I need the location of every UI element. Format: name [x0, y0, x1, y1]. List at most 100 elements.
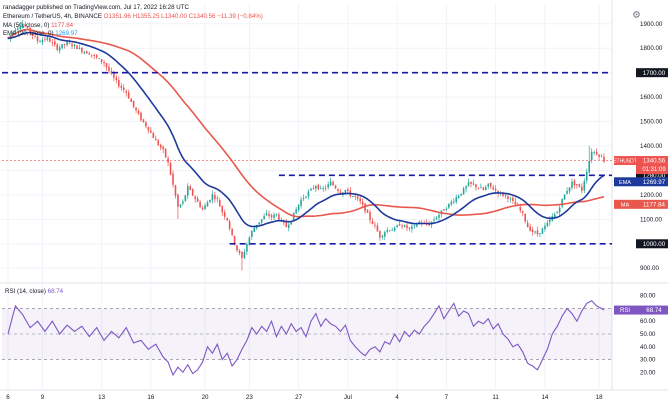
- candle-body: [253, 228, 256, 232]
- candle-body: [34, 36, 36, 38]
- candle-body: [524, 213, 526, 222]
- candle-body: [221, 206, 224, 213]
- candle-body: [371, 221, 374, 224]
- candle-body: [179, 204, 182, 207]
- candle-body: [411, 226, 413, 230]
- candle-body: [182, 201, 184, 204]
- candle-body: [374, 224, 376, 226]
- rsi-tick-label: 40.00: [640, 344, 656, 351]
- candle-body: [344, 189, 347, 193]
- candle-body: [172, 173, 174, 185]
- candle-body: [302, 198, 305, 199]
- candle-body: [41, 39, 44, 43]
- gear-icon[interactable]: [632, 10, 641, 19]
- candle-body: [561, 198, 563, 207]
- candle-body: [401, 225, 403, 227]
- candle-body: [413, 225, 416, 226]
- candle-body: [83, 51, 86, 54]
- candle-body: [14, 30, 17, 32]
- candle-body: [307, 191, 310, 197]
- candle-body: [462, 188, 465, 195]
- candle-body: [174, 185, 177, 196]
- indicator-tag-name-label: EMA: [619, 180, 631, 186]
- candle-body: [137, 110, 140, 114]
- candle-body: [595, 151, 598, 155]
- candle-body: [86, 51, 88, 54]
- candle-body: [322, 188, 325, 189]
- candle-body: [140, 112, 142, 121]
- time-tick-label: 6: [6, 394, 10, 401]
- candle-body: [209, 199, 211, 202]
- candle-body: [231, 228, 233, 235]
- candle-body: [521, 211, 524, 213]
- candle-body: [315, 185, 317, 189]
- candle-body: [563, 194, 566, 200]
- level-tag: [636, 68, 668, 78]
- candle-body: [337, 189, 339, 192]
- candle-body: [17, 28, 19, 30]
- candle-body: [39, 41, 41, 43]
- candle-body: [285, 222, 288, 228]
- candle-body: [452, 201, 455, 203]
- time-tick-label: 20: [202, 394, 209, 401]
- candle-body: [24, 24, 27, 27]
- candle-body: [66, 42, 68, 45]
- price-tag-value-label: 1340.56: [643, 158, 666, 165]
- candle-body: [36, 36, 39, 42]
- candle-body: [603, 156, 605, 162]
- rsi-legend-label: RSI (14, close) 68.74: [5, 288, 64, 295]
- rsi-tick-label: 20.00: [640, 369, 656, 376]
- candle-body: [519, 206, 522, 211]
- candle-body: [351, 196, 354, 197]
- price-tag-symbol-label: ETHUSDT: [613, 159, 637, 165]
- candle-body: [317, 184, 320, 190]
- candle-body: [177, 194, 179, 207]
- symbol-title: Ethereum / TetherUS, 4h, BINANCE: [3, 13, 102, 20]
- candle-body: [319, 188, 322, 190]
- candle-body: [268, 213, 270, 217]
- candle-body: [384, 232, 386, 237]
- candle-body: [246, 244, 248, 252]
- candle-body: [482, 187, 485, 190]
- candle-body: [509, 198, 512, 200]
- rsi-tick-label: 80.00: [640, 293, 656, 300]
- candle-body: [455, 197, 458, 202]
- candle-body: [223, 212, 226, 217]
- candle-body: [211, 194, 214, 201]
- candle-body: [541, 228, 544, 234]
- candle-body: [98, 58, 100, 60]
- ema20-value: 1269.97: [55, 30, 78, 37]
- candle-body: [159, 144, 162, 148]
- rsi-tag-value-label: 68.74: [646, 307, 662, 314]
- candle-body: [130, 99, 132, 102]
- candle-body: [219, 200, 221, 207]
- candle-body: [201, 207, 204, 210]
- candle-body: [108, 66, 110, 72]
- symbol-line: Ethereum / TetherUS, 4h, BINANCE O1351.9…: [3, 13, 263, 20]
- ema20-line: [7, 31, 605, 228]
- candle-body: [21, 23, 24, 28]
- candle-body: [379, 230, 381, 238]
- candle-body: [585, 171, 588, 181]
- candle-body: [88, 53, 91, 55]
- candle-body: [396, 225, 398, 228]
- time-tick-label: Jul: [344, 394, 352, 401]
- candle-body: [152, 133, 155, 138]
- candle-body: [366, 210, 369, 213]
- candle-body: [310, 188, 312, 191]
- candle-body: [480, 187, 482, 189]
- candle-body: [194, 196, 196, 200]
- candle-body: [450, 201, 453, 205]
- candle-body: [236, 245, 238, 251]
- rsi-tag-value: [636, 305, 668, 315]
- candle-body: [438, 214, 440, 218]
- price-tick-label: 1800.00: [640, 45, 663, 52]
- candle-body: [347, 189, 349, 191]
- candle-body: [600, 156, 603, 158]
- candle-body: [100, 59, 103, 62]
- candle-body: [573, 180, 576, 186]
- price-tick-label: 1500.00: [640, 119, 663, 126]
- candle-body: [248, 237, 251, 245]
- rsi-tick-label: 30.00: [640, 357, 656, 364]
- ma50-legend: MA (50, close, 0) 1177.84: [3, 22, 73, 29]
